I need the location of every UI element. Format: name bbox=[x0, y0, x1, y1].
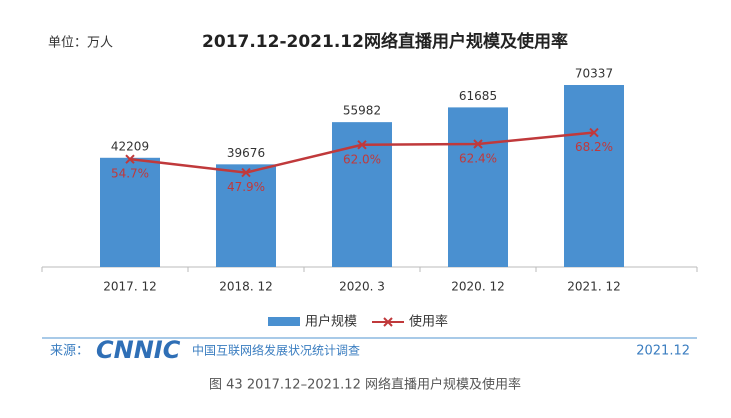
line-marker bbox=[357, 140, 367, 150]
bar-label: 55982 bbox=[343, 104, 381, 118]
bar-label: 61685 bbox=[459, 89, 497, 103]
x-tick-label: 2018. 12 bbox=[219, 280, 272, 294]
chart-title: 2017.12-2021.12网络直播用户规模及使用率 bbox=[202, 31, 568, 52]
x-tick-label: 2020. 3 bbox=[339, 280, 385, 294]
bar bbox=[332, 122, 392, 267]
legend-label: 使用率 bbox=[409, 314, 448, 330]
source-logo: CNNIC bbox=[96, 336, 181, 364]
line-label: 47.9% bbox=[227, 180, 265, 194]
x-tick-label: 2020. 12 bbox=[451, 280, 504, 294]
line-marker bbox=[473, 139, 483, 149]
bar bbox=[100, 157, 160, 267]
legend-marker bbox=[383, 317, 393, 327]
line-label: 68.2% bbox=[575, 140, 613, 154]
x-tick-label: 2017. 12 bbox=[103, 280, 156, 294]
bar bbox=[448, 107, 508, 267]
unit-label: 单位：万人 bbox=[48, 36, 113, 51]
source-label: 来源： bbox=[50, 344, 89, 359]
bar-label: 70337 bbox=[575, 67, 613, 81]
source-date: 2021.12 bbox=[636, 344, 690, 359]
bar-label: 39676 bbox=[227, 146, 265, 160]
caption: 图 43 2017.12–2021.12 网络直播用户规模及使用率 bbox=[209, 377, 521, 393]
line-label: 54.7% bbox=[111, 167, 149, 181]
line-marker bbox=[125, 154, 135, 164]
bar bbox=[564, 85, 624, 267]
legend-swatch bbox=[268, 317, 300, 326]
line-marker bbox=[241, 167, 251, 178]
bar bbox=[216, 164, 276, 267]
line-label: 62.4% bbox=[459, 151, 497, 165]
legend-label: 用户规模 bbox=[305, 314, 357, 330]
bar-label: 42209 bbox=[111, 139, 149, 153]
source-text: 中国互联网络发展状况统计调查 bbox=[192, 343, 360, 358]
line-marker bbox=[589, 127, 599, 138]
x-tick-label: 2021. 12 bbox=[567, 280, 620, 294]
line-label: 62.0% bbox=[343, 152, 381, 166]
